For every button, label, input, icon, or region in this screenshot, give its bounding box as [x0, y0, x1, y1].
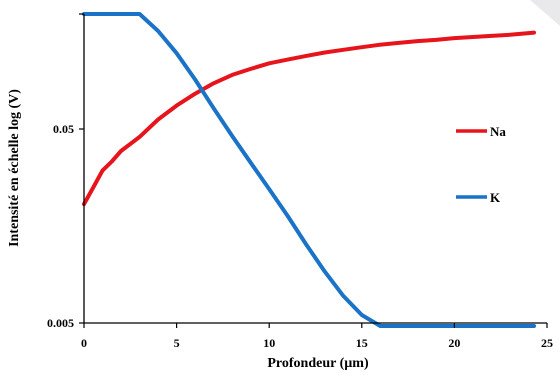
- legend-label-na: Na: [490, 124, 506, 139]
- x-tick-label-0: 0: [81, 336, 87, 350]
- x-axis-title: Profondeur (µm): [267, 356, 369, 371]
- series-line-na: [82, 30, 536, 207]
- x-tick-label-4: 20: [448, 336, 460, 350]
- x-tick-label-3: 15: [356, 336, 368, 350]
- y-axis-title: Intensité en échelle log (V): [7, 89, 22, 247]
- y-axis-ticks: 0.005 0.05: [47, 13, 84, 330]
- x-axis-ticks: 0 5 10 15 20 25: [81, 323, 553, 350]
- legend-label-k: K: [490, 190, 501, 205]
- x-tick-label-5: 25: [541, 336, 553, 350]
- x-tick-label-2: 10: [263, 336, 275, 350]
- series-line-k: [82, 12, 536, 328]
- y-tick-label-0: 0.005: [47, 316, 74, 330]
- legend: Na K: [456, 124, 506, 205]
- y-tick-label-1: 0.05: [53, 122, 74, 136]
- x-tick-label-1: 5: [174, 336, 180, 350]
- plot-series: [82, 12, 536, 328]
- page-corner-fold: [530, 0, 560, 26]
